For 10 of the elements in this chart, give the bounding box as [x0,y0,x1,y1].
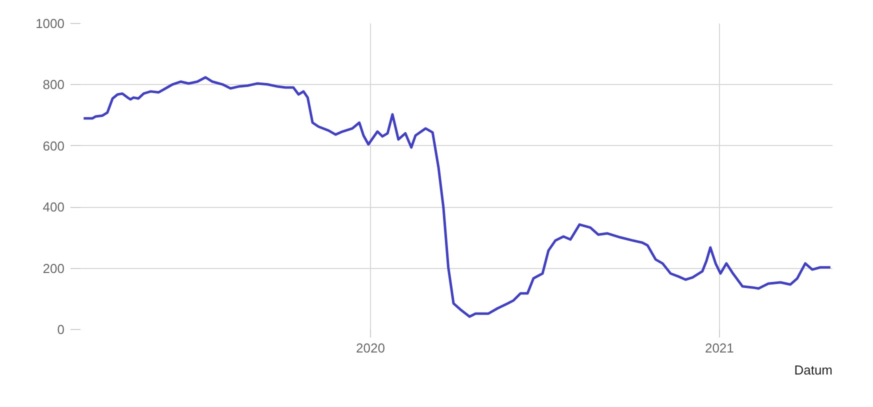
x-tick-label: 2020 [356,340,385,356]
y-tick-label: 400 [42,200,65,215]
x-axis-title: Datum [794,362,833,378]
y-tick-label: 200 [42,260,65,276]
line-series [82,76,832,318]
y-tick-label: 1000 [36,16,64,31]
y-tick-label: 600 [42,138,65,154]
y-tick-label: 800 [42,77,65,92]
x-tick-label: 2021 [704,340,734,356]
y-tick-label: 0 [57,322,65,337]
